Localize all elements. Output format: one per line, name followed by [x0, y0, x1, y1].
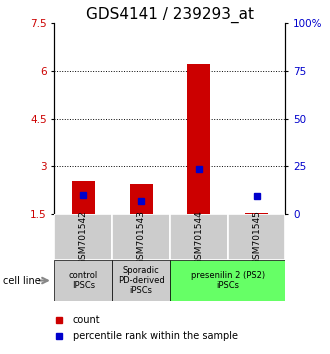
Text: count: count — [73, 315, 101, 325]
Bar — [170, 260, 285, 301]
Text: control
IPSCs: control IPSCs — [69, 271, 98, 290]
Text: GSM701542: GSM701542 — [79, 210, 88, 264]
Bar — [112, 260, 170, 301]
Bar — [112, 214, 170, 260]
Text: cell line: cell line — [3, 275, 41, 286]
Bar — [228, 214, 285, 260]
Text: presenilin 2 (PS2)
iPSCs: presenilin 2 (PS2) iPSCs — [191, 271, 265, 290]
Bar — [54, 260, 112, 301]
Bar — [129, 184, 152, 214]
Text: GSM701545: GSM701545 — [252, 210, 261, 265]
Bar — [245, 212, 268, 214]
Title: GDS4141 / 239293_at: GDS4141 / 239293_at — [86, 7, 254, 23]
Text: GSM701543: GSM701543 — [137, 210, 146, 265]
Bar — [72, 181, 95, 214]
Text: percentile rank within the sample: percentile rank within the sample — [73, 331, 238, 341]
Bar — [170, 214, 228, 260]
Text: Sporadic
PD-derived
iPSCs: Sporadic PD-derived iPSCs — [118, 266, 164, 296]
Text: GSM701544: GSM701544 — [194, 210, 203, 264]
Bar — [187, 64, 211, 214]
Bar — [54, 214, 112, 260]
